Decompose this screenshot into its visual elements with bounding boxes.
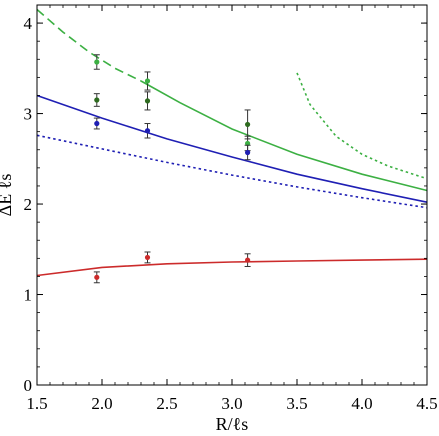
data-point bbox=[93, 117, 100, 130]
marker-series-3 bbox=[144, 254, 151, 261]
marker-series-2 bbox=[144, 128, 151, 134]
y-tick-label: 3 bbox=[24, 105, 33, 124]
x-tick-label: 3.0 bbox=[221, 394, 242, 413]
curve-5 bbox=[296, 72, 428, 180]
y-tick-label: 2 bbox=[24, 195, 33, 214]
data-point bbox=[93, 54, 100, 70]
marker-series-3 bbox=[94, 274, 100, 280]
curve-3 bbox=[36, 134, 428, 209]
x-tick-label: 4.0 bbox=[351, 394, 372, 413]
marker-series-3 bbox=[245, 257, 251, 263]
data-point bbox=[244, 144, 251, 161]
x-tick-label: 2.5 bbox=[156, 394, 177, 413]
marker-series-2 bbox=[94, 120, 100, 127]
y-axis-label: ΔE ℓs bbox=[0, 174, 15, 217]
curves-layer bbox=[36, 8, 428, 277]
x-tick-label: 2.0 bbox=[91, 394, 112, 413]
marker-series-0 bbox=[94, 59, 100, 65]
marker-series-2 bbox=[245, 149, 251, 156]
x-tick-label: 3.5 bbox=[286, 394, 307, 413]
curve-0 bbox=[36, 8, 142, 82]
y-tick-label: 1 bbox=[24, 286, 33, 305]
data-point bbox=[144, 251, 151, 264]
marker-series-0 bbox=[245, 140, 251, 147]
data-point bbox=[144, 91, 151, 111]
data-point bbox=[93, 93, 100, 107]
marker-series-1 bbox=[245, 121, 251, 128]
curve-4 bbox=[36, 258, 428, 277]
x-axis-label: R/ℓs bbox=[216, 414, 249, 434]
data-point bbox=[144, 123, 151, 139]
data-point bbox=[144, 71, 151, 91]
data-point bbox=[93, 271, 100, 284]
y-tick-label: 4 bbox=[24, 14, 33, 33]
curve-1 bbox=[140, 80, 428, 192]
x-tick-label: 4.5 bbox=[416, 394, 437, 413]
y-tick-label: 0 bbox=[24, 376, 33, 395]
points-layer bbox=[93, 54, 251, 284]
ticks-layer: 1.5 2.0 2.5 3.0 3.5 4.0 4.5 0 1 2 3 4 bbox=[24, 4, 438, 413]
data-point bbox=[244, 109, 251, 140]
data-point bbox=[244, 253, 251, 267]
marker-series-0 bbox=[144, 78, 151, 84]
marker-series-1 bbox=[94, 97, 100, 103]
marker-series-1 bbox=[144, 98, 151, 104]
x-tick-label: 1.5 bbox=[26, 394, 47, 413]
curve-2 bbox=[36, 94, 428, 203]
